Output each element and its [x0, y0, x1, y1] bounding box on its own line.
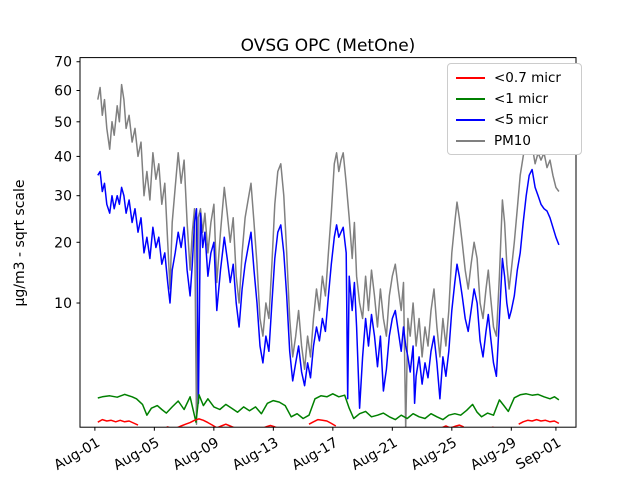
- x-tick-label: Aug-01: [51, 435, 102, 474]
- y-tick-label: 50: [54, 115, 72, 131]
- x-tick-label: Aug-17: [289, 435, 340, 474]
- x-tick-label: Aug-29: [468, 435, 519, 474]
- legend-line-swatch: [456, 140, 485, 142]
- legend-label: <1 micr: [494, 91, 549, 107]
- x-tick-label: Sep-01: [513, 435, 564, 473]
- x-tick-label: Aug-21: [349, 435, 400, 474]
- legend-line-swatch: [456, 119, 485, 121]
- x-tick-label: Aug-05: [111, 435, 162, 474]
- y-tick-label: 40: [54, 149, 72, 165]
- chart-title: OVSG OPC (MetOne): [240, 36, 416, 56]
- x-tick-label: Aug-13: [230, 435, 281, 474]
- legend-item: <1 micr: [456, 92, 573, 106]
- series-line-07micr: [97, 418, 560, 428]
- legend-label: PM10: [494, 133, 531, 149]
- y-tick-label: 70: [54, 55, 72, 71]
- y-axis-label: µg/m3 - sqrt scale: [12, 179, 28, 307]
- legend-label: <5 micr: [494, 112, 549, 128]
- legend-item: <5 micr: [456, 113, 573, 127]
- legend-line-swatch: [456, 98, 485, 100]
- legend-item: <0.7 micr: [456, 71, 573, 85]
- y-tick-label: 20: [54, 235, 72, 251]
- y-tick-label: 60: [54, 84, 72, 100]
- legend-item: PM10: [456, 134, 573, 148]
- legend-label: <0.7 micr: [494, 70, 561, 86]
- series-line-1micr: [97, 393, 560, 423]
- legend: <0.7 micr <1 micr <5 micr PM10: [447, 63, 582, 155]
- y-tick-label: 10: [54, 296, 72, 312]
- x-tick-label: Aug-25: [408, 435, 459, 474]
- legend-line-swatch: [456, 77, 485, 79]
- series-line-5micr: [97, 168, 560, 409]
- y-tick-label: 30: [54, 189, 72, 205]
- x-tick-label: Aug-09: [170, 435, 221, 474]
- series-line-PM10: [97, 83, 560, 428]
